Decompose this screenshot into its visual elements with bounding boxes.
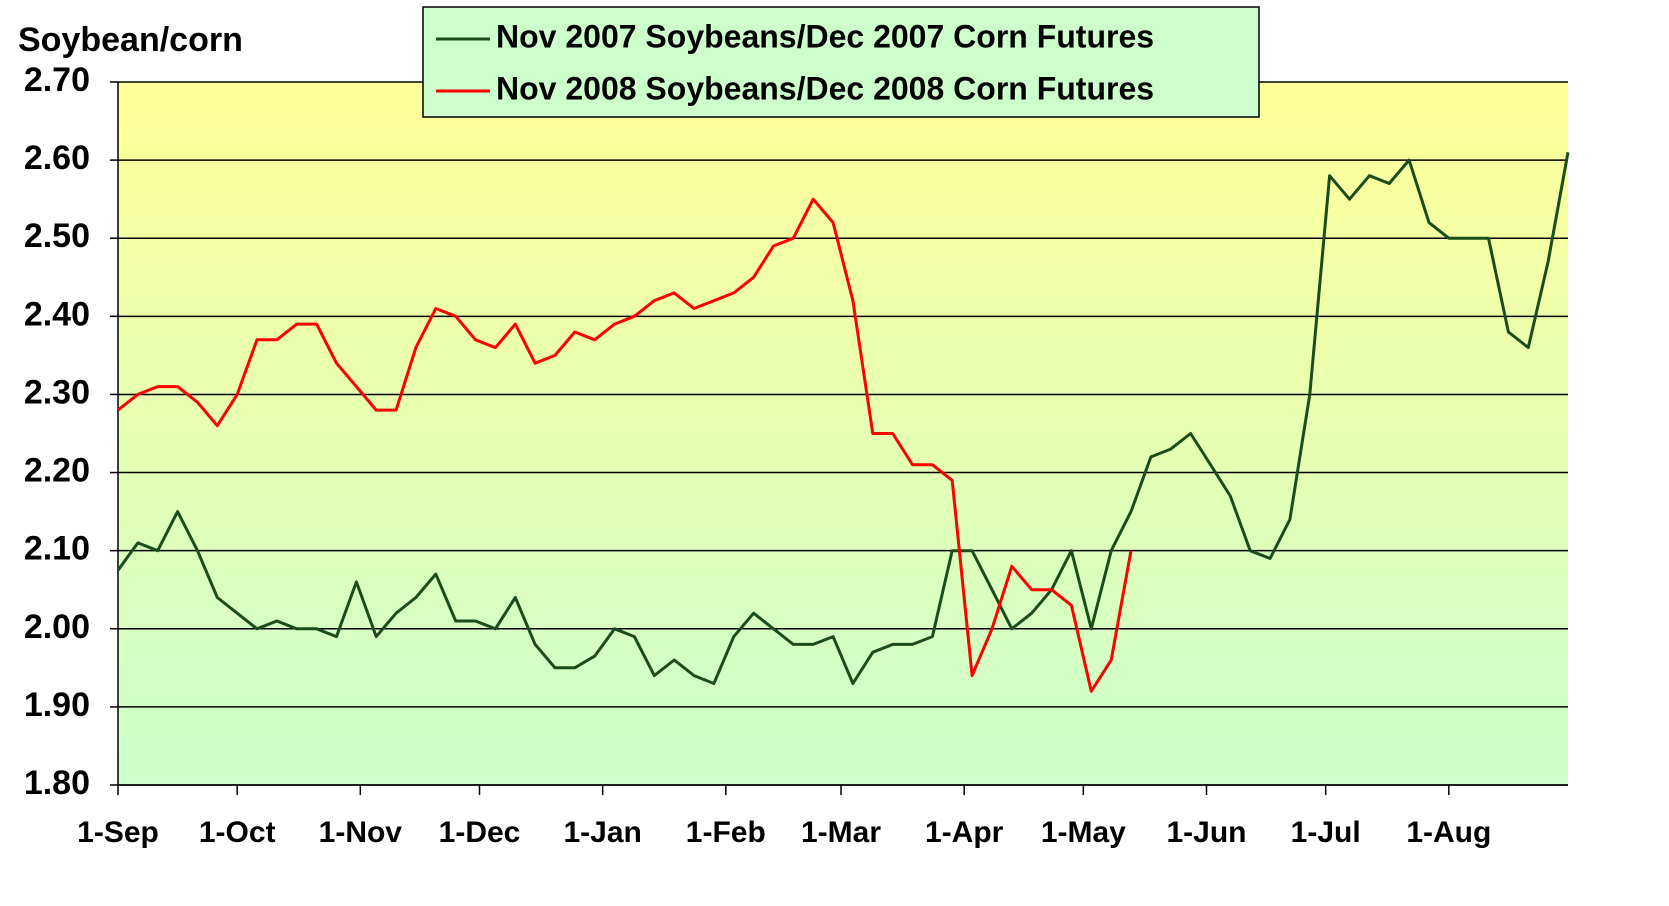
series-line <box>116 152 1570 685</box>
legend <box>422 6 1260 118</box>
x-tick-label: 1-Feb <box>686 816 766 849</box>
y-tick-label: 1.80 <box>24 764 90 802</box>
legend-label: Nov 2007 Soybeans/Dec 2007 Corn Futures <box>496 18 1154 54</box>
series-line <box>117 197 1133 693</box>
y-tick-label: 1.90 <box>24 686 90 724</box>
x-tick-label: 1-Nov <box>319 816 403 849</box>
y-tick-label: 2.60 <box>24 139 90 177</box>
y-tick-label: 2.50 <box>24 217 90 255</box>
x-tick-label: 1-Jun <box>1166 816 1246 849</box>
y-tick-label: 2.00 <box>24 608 90 646</box>
y-tick-label: 2.40 <box>24 295 90 333</box>
x-tick-label: 1-Mar <box>801 816 881 849</box>
y-tick-label: 2.70 <box>24 61 90 99</box>
plot-area <box>118 82 1568 785</box>
x-tick-label: 1-Sep <box>77 816 159 849</box>
y-tick-label: 2.30 <box>24 373 90 411</box>
y-tick-label: 2.10 <box>24 530 90 568</box>
x-tick-label: 1-Dec <box>439 816 521 849</box>
x-tick-label: 1-Jan <box>563 816 641 849</box>
x-tick-label: 1-May <box>1041 816 1126 849</box>
x-tick-label: 1-Apr <box>925 816 1004 849</box>
legend-label: Nov 2008 Soybeans/Dec 2008 Corn Futures <box>496 70 1154 106</box>
x-tick-label: 1-Aug <box>1406 816 1491 849</box>
y-axis-title: Soybean/corn <box>18 21 243 59</box>
x-tick-label: 1-Oct <box>199 816 276 849</box>
y-tick-label: 2.20 <box>24 452 90 490</box>
x-tick-label: 1-Jul <box>1291 816 1361 849</box>
